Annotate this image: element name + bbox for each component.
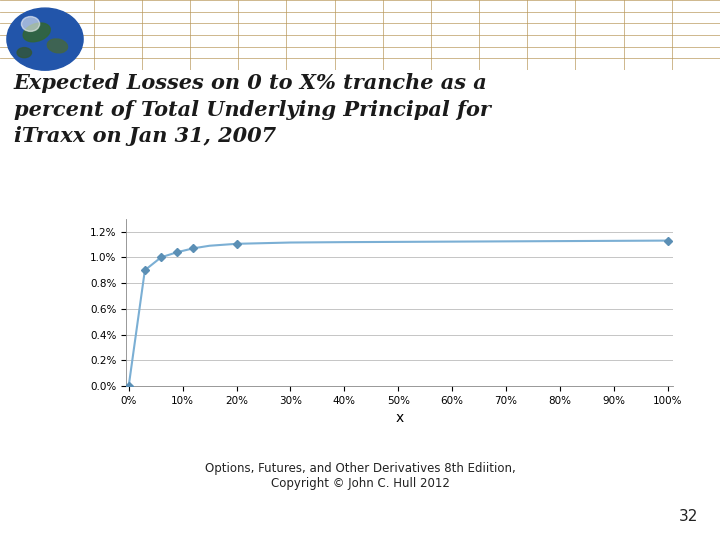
Circle shape (22, 17, 40, 31)
X-axis label: x: x (395, 411, 404, 426)
Text: 32: 32 (679, 509, 698, 524)
Circle shape (7, 8, 83, 70)
Ellipse shape (48, 39, 68, 53)
Ellipse shape (17, 48, 32, 58)
Ellipse shape (23, 23, 50, 42)
Text: Options, Futures, and Other Derivatives 8th Ediition,
Copyright © John C. Hull 2: Options, Futures, and Other Derivatives … (204, 462, 516, 490)
Text: Expected Losses on 0 to X% tranche as a
percent of Total Underlying Principal fo: Expected Losses on 0 to X% tranche as a … (14, 73, 491, 146)
